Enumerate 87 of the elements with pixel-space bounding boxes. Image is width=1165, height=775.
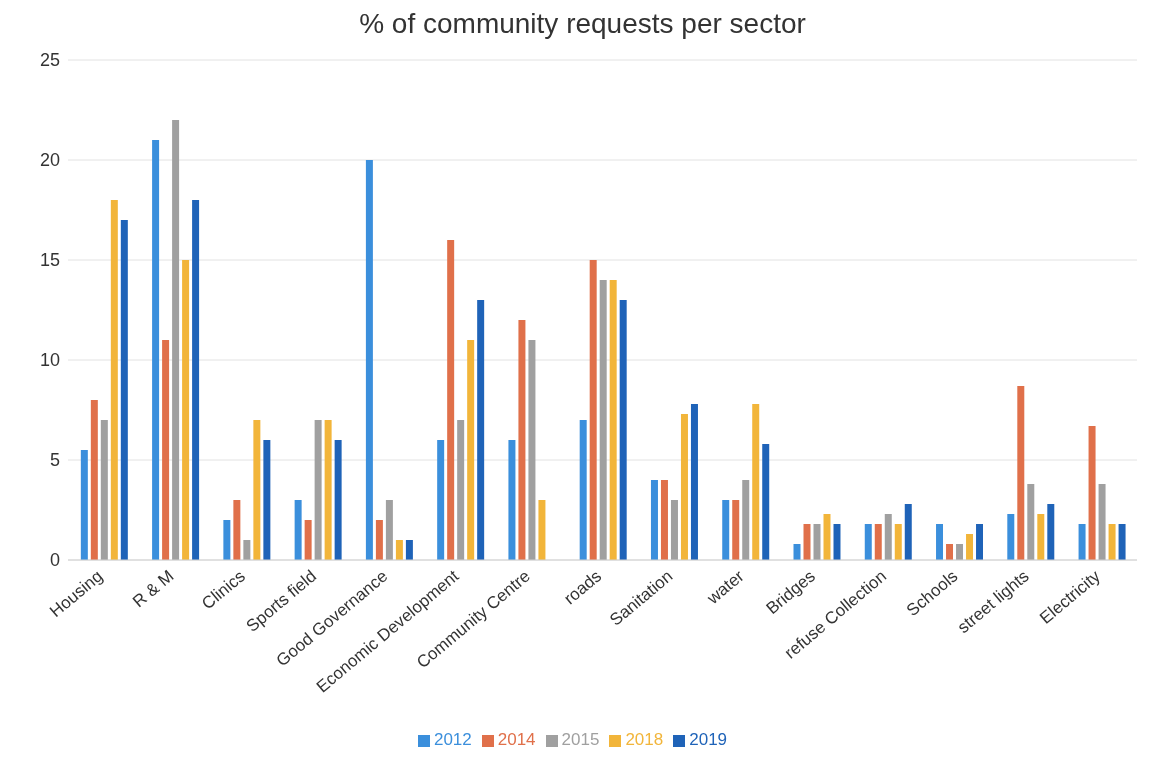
bar (1007, 514, 1015, 560)
bar (762, 444, 770, 560)
legend-label: 2018 (625, 730, 664, 749)
bar (447, 240, 455, 560)
bar (976, 524, 984, 560)
bar (722, 500, 730, 560)
bar (1037, 514, 1045, 560)
bar (660, 480, 668, 560)
bar (752, 404, 760, 560)
bar (793, 544, 801, 560)
bar (823, 514, 831, 560)
y-tick-label: 5 (49, 450, 60, 471)
bar (813, 524, 821, 560)
bar (803, 524, 811, 560)
bar (874, 524, 882, 560)
bar (528, 340, 536, 560)
legend-label: 2014 (497, 730, 536, 749)
bar (152, 140, 160, 560)
bar (966, 534, 974, 560)
bar (182, 260, 190, 560)
bar (457, 420, 465, 560)
bar (110, 200, 118, 560)
legend-label: 2012 (433, 730, 472, 749)
bar (742, 480, 750, 560)
bar (395, 540, 403, 560)
legend-label: 2019 (689, 730, 728, 749)
bar (233, 500, 241, 560)
bar (650, 480, 658, 560)
bar (508, 440, 516, 560)
bar (680, 414, 688, 560)
y-tick-label: 25 (39, 50, 60, 71)
bar (405, 540, 413, 560)
bar (589, 260, 597, 560)
legend-label: 2015 (561, 730, 600, 749)
bar (437, 440, 445, 560)
bar (334, 440, 342, 560)
bar (619, 300, 627, 560)
bar (324, 420, 332, 560)
y-tick-label: 20 (39, 150, 60, 171)
bar (690, 404, 698, 560)
bar (1088, 426, 1096, 560)
bar (1078, 524, 1086, 560)
bar (253, 420, 261, 560)
bar (467, 340, 475, 560)
bar (192, 200, 200, 560)
bar (100, 420, 108, 560)
bar (314, 420, 322, 560)
bar (599, 280, 607, 560)
y-tick-label: 15 (39, 250, 60, 271)
bar (1118, 524, 1126, 560)
bar (172, 120, 180, 560)
bar (884, 514, 892, 560)
bar (518, 320, 526, 560)
bar (956, 544, 964, 560)
bar (162, 340, 170, 560)
bar (90, 400, 98, 560)
bar (833, 524, 841, 560)
bar (375, 520, 383, 560)
y-tick-label: 0 (49, 550, 60, 571)
bar (365, 160, 373, 560)
bar (294, 500, 302, 560)
bar (1017, 386, 1025, 560)
bar (946, 544, 954, 560)
bar (1047, 504, 1055, 560)
bar (579, 420, 587, 560)
bar (538, 500, 546, 560)
bar (670, 500, 678, 560)
bar (609, 280, 617, 560)
bar (894, 524, 902, 560)
bar (385, 500, 393, 560)
bar (304, 520, 312, 560)
bar (223, 520, 231, 560)
bar (904, 504, 912, 560)
bar (120, 220, 128, 560)
bar (1098, 484, 1106, 560)
bar (263, 440, 271, 560)
bar (477, 300, 485, 560)
bar (864, 524, 872, 560)
bar (1027, 484, 1035, 560)
bar (80, 450, 88, 560)
chart-title: % of community requests per sector (358, 8, 807, 40)
bar (936, 524, 944, 560)
bar (243, 540, 251, 560)
bar (1108, 524, 1116, 560)
bar (732, 500, 740, 560)
x-tick-label: R & M (129, 566, 178, 612)
y-tick-label: 10 (39, 350, 60, 371)
